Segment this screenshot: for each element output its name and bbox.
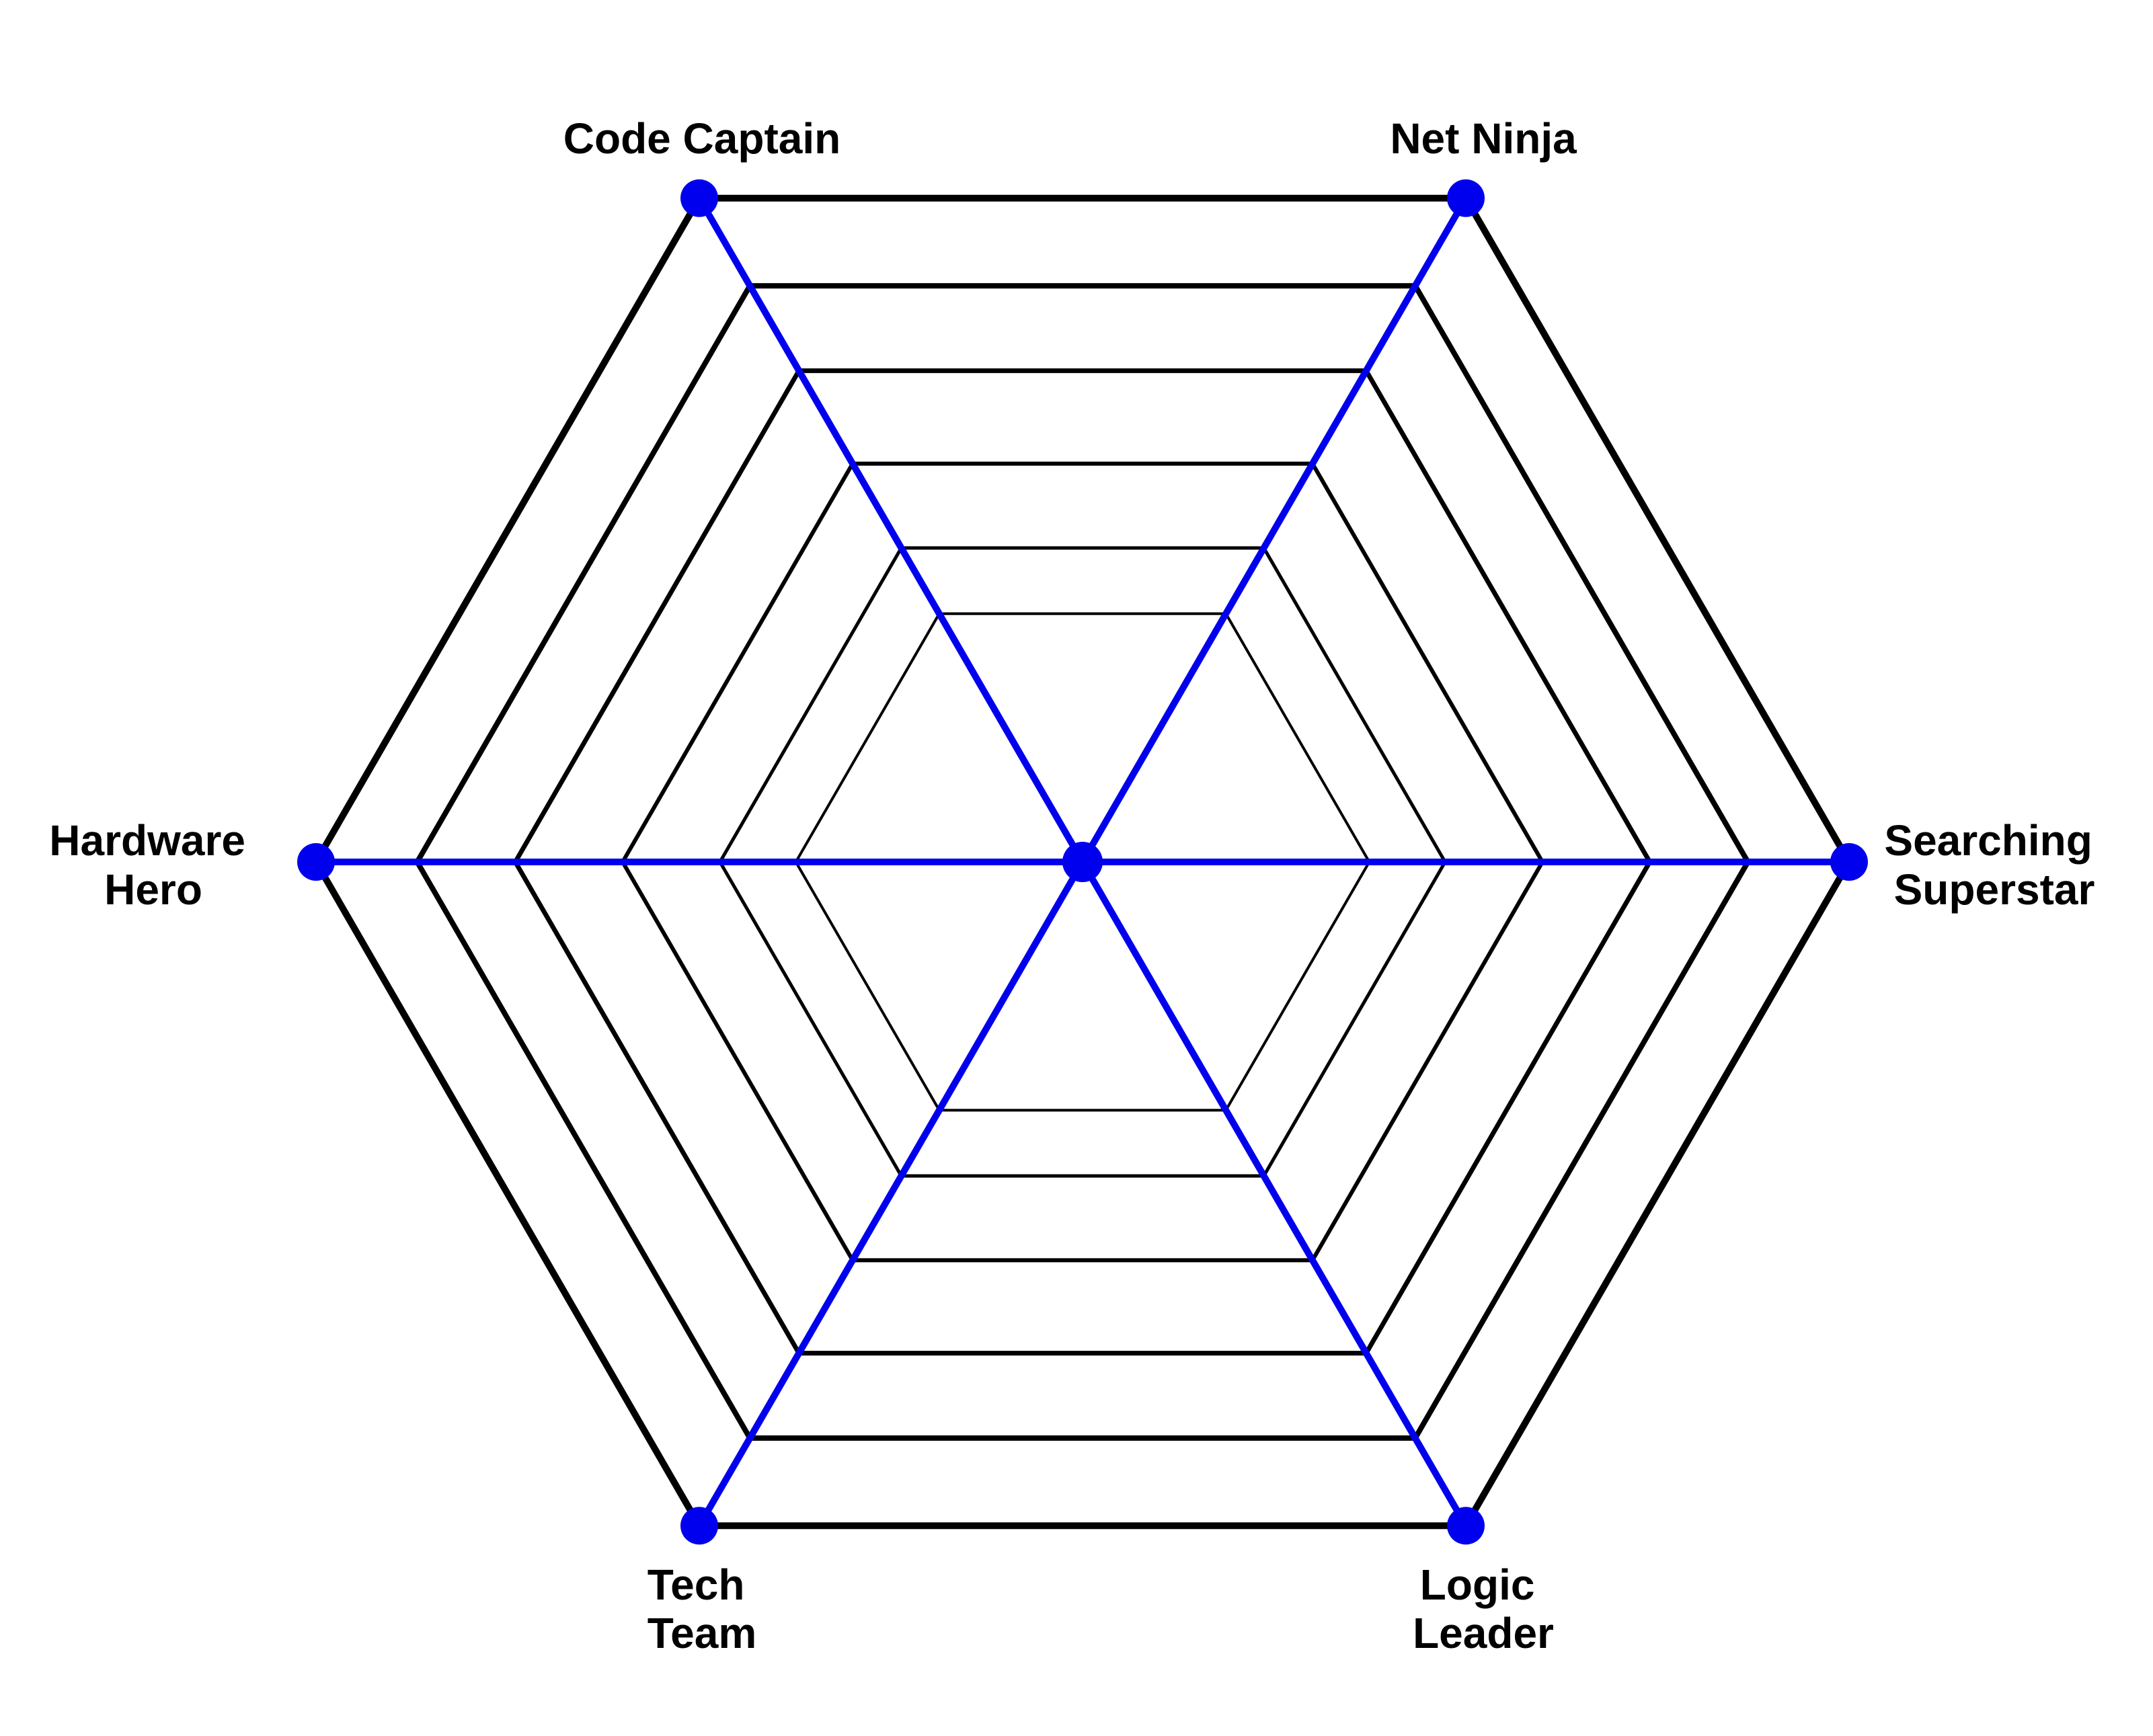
axis-spokes [316, 196, 1849, 1528]
axis-label-line: Net Ninja [1390, 114, 1577, 163]
axis-label-logic-leader: Logic Leader [1413, 1561, 1554, 1657]
node-tech-team [680, 1507, 718, 1545]
axis-nodes [297, 179, 1868, 1545]
spoke-code-captain [696, 196, 1086, 864]
axis-label-net-ninja: Net Ninja [1390, 114, 1577, 163]
axis-label-code-captain: Code Captain [563, 114, 840, 163]
axis-label-line: Code Captain [563, 114, 840, 163]
node-logic-leader [1447, 1507, 1485, 1545]
axis-label-tech-team: Tech Team [648, 1561, 756, 1657]
axis-label-hardware-hero: Hardware Hero [49, 816, 257, 914]
axis-label-line: Superstar [1894, 865, 2095, 914]
axis-label-line: Team [648, 1609, 756, 1657]
node-net-ninja [1447, 179, 1485, 217]
axis-label-line: Searching [1884, 816, 2092, 865]
axis-label-line: Hardware [49, 816, 245, 865]
axis-labels: Searching Superstar Net Ninja Code Capta… [49, 114, 2104, 1657]
axis-label-line: Tech [648, 1561, 745, 1609]
axis-label-line: Leader [1413, 1609, 1554, 1657]
axis-label-line: Hero [104, 865, 202, 914]
node-hardware-hero [297, 843, 335, 881]
center-node [1062, 842, 1103, 882]
axis-label-line: Logic [1420, 1561, 1535, 1609]
spoke-net-ninja [1079, 196, 1469, 864]
spoke-logic-leader [1079, 860, 1469, 1528]
node-code-captain [680, 179, 718, 217]
spoke-tech-team [696, 860, 1086, 1528]
node-searching-superstar [1830, 843, 1868, 881]
axis-label-searching-superstar: Searching Superstar [1884, 816, 2104, 914]
